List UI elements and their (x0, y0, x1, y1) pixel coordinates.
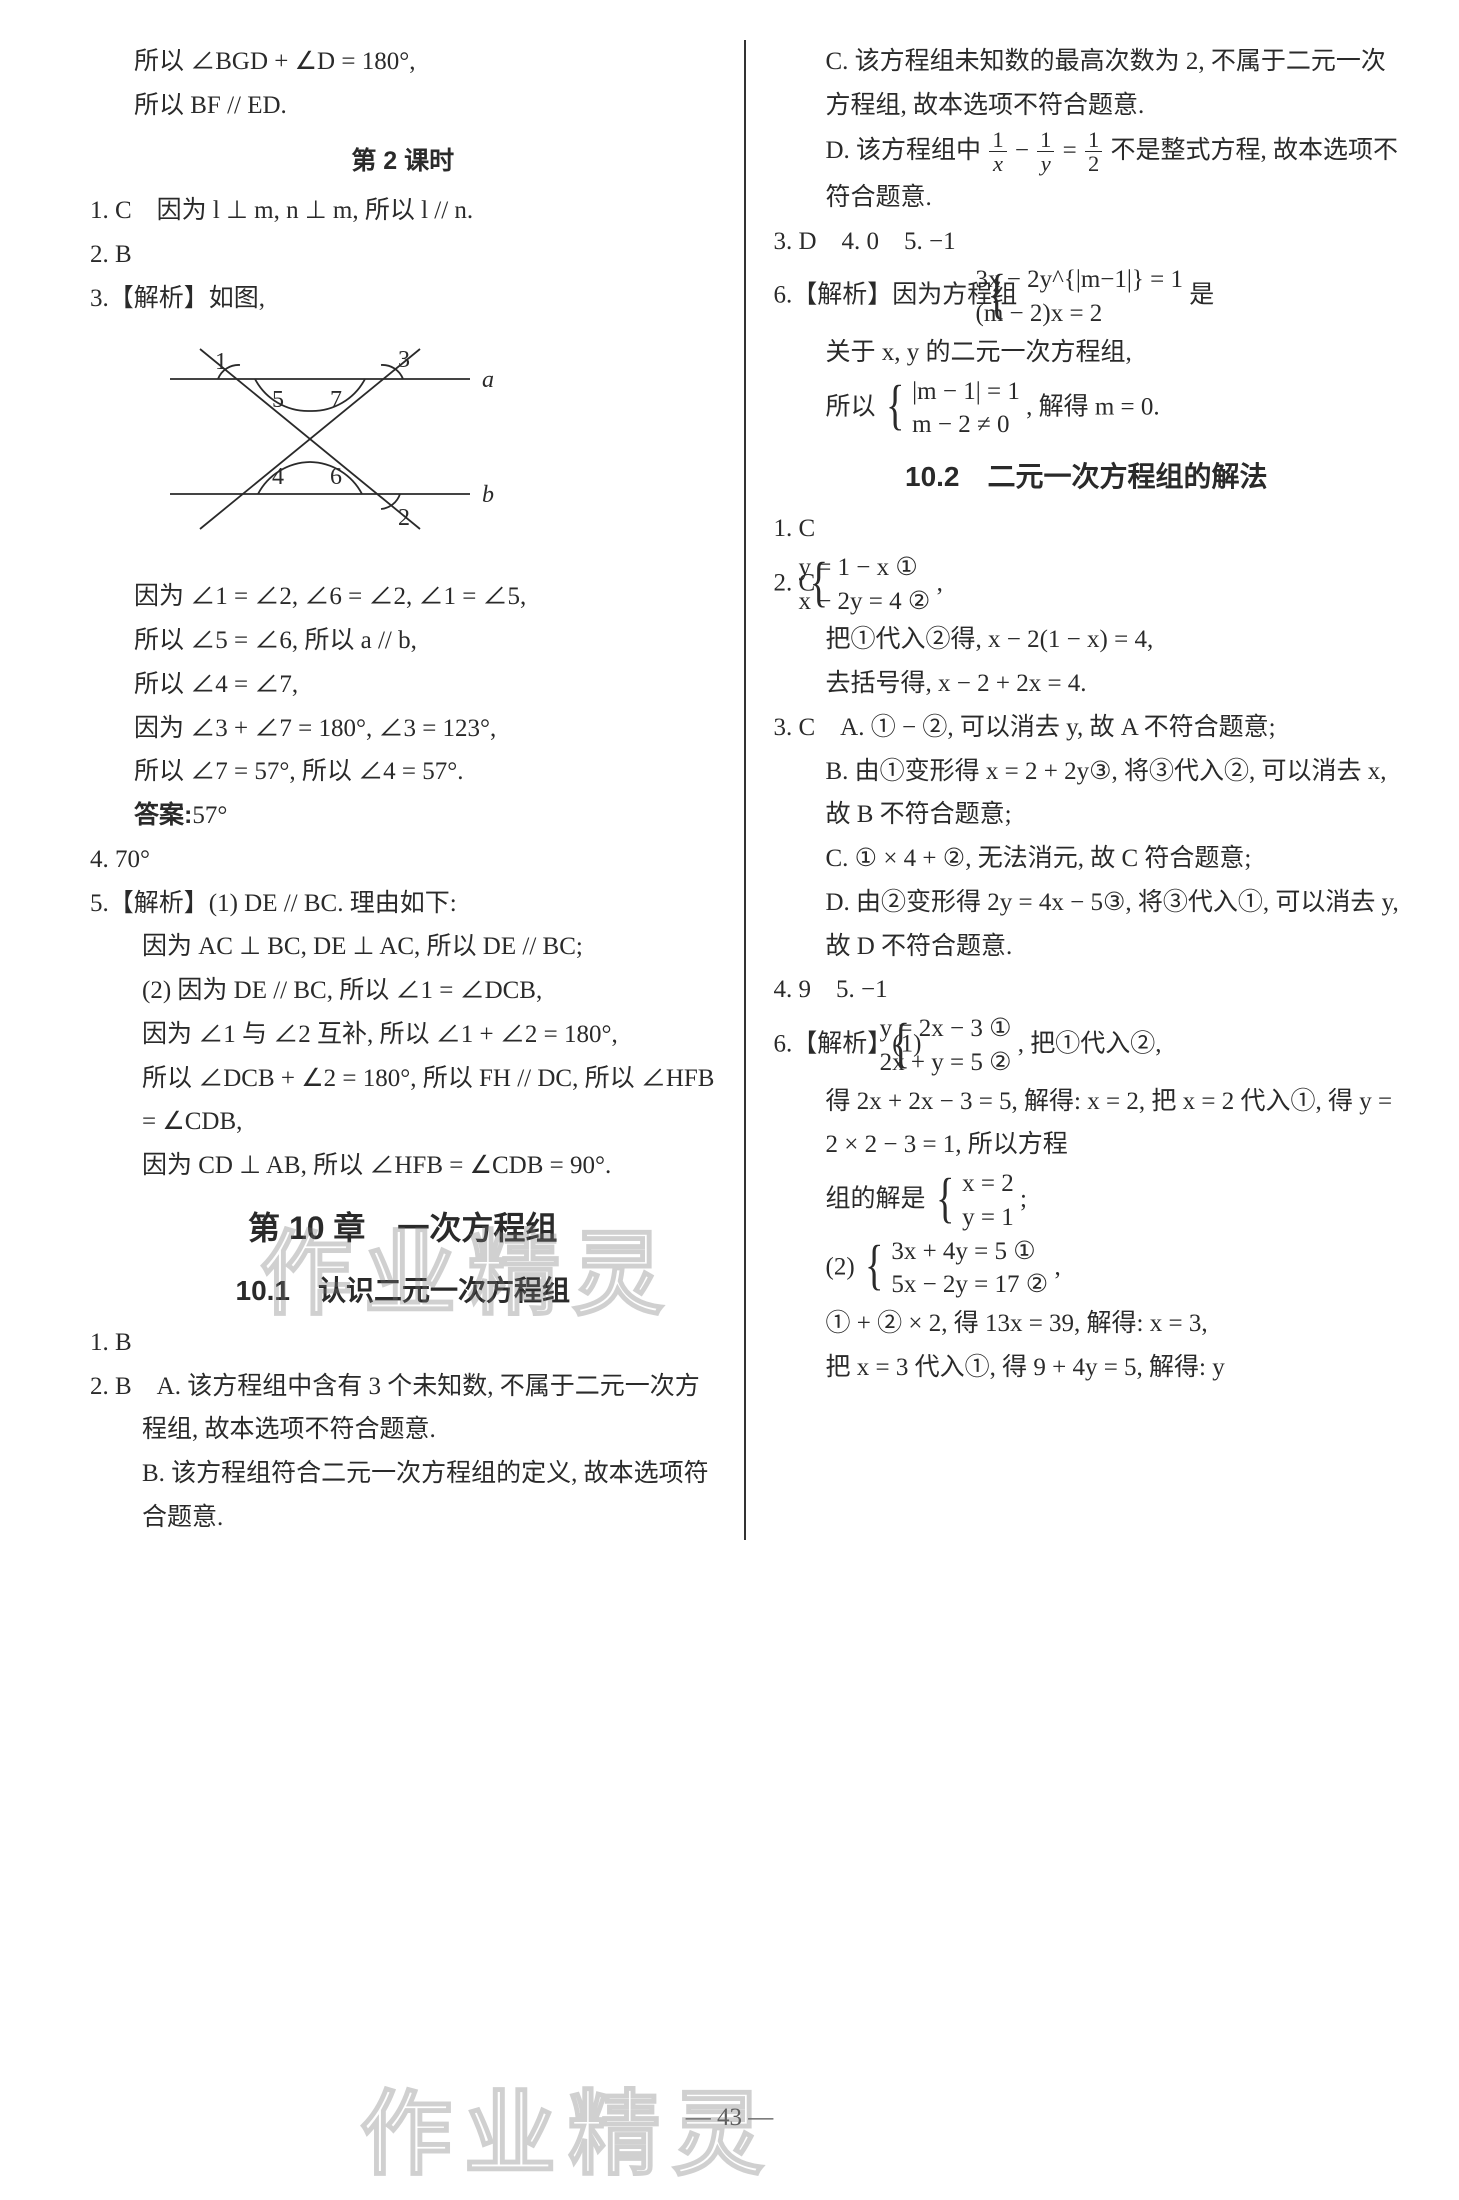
text: (2) (826, 1253, 861, 1280)
text-line: 所以 |m − 1| = 1 m − 2 ≠ 0 , 解得 m = 0. (774, 375, 1400, 443)
equation-system: 3x + 4y = 5 ① 5x − 2y = 17 ② (861, 1235, 1048, 1303)
svg-text:3: 3 (398, 347, 410, 373)
text: 是 (1189, 282, 1214, 309)
text-line: 所以 ∠5 = ∠6, 所以 a // b, (90, 619, 716, 663)
section-heading: 10.2 二元一次方程组的解法 (774, 452, 1400, 501)
text: , (937, 569, 943, 596)
question-6: 6.【解析】因为方程组 3x − 2y^{|m−1|} = 1 (m − 2)x… (774, 263, 1400, 331)
text-line: (2) 因为 DE // BC, 所以 ∠1 = ∠DCB, (90, 969, 716, 1013)
text: 所以 (826, 393, 882, 420)
text-line: B. 由①变形得 x = 2 + 2y③, 将③代入②, 可以消去 x, 故 B… (774, 750, 1400, 838)
text: D. 该方程组中 (826, 136, 988, 163)
column-divider (744, 40, 746, 1540)
text-line: C. ① × 4 + ②, 无法消元, 故 C 符合题意; (774, 837, 1400, 881)
equation-system: |m − 1| = 1 m − 2 ≠ 0 (882, 375, 1020, 443)
question-4: 4. 70° (90, 838, 716, 882)
left-column: 所以 ∠BGD + ∠D = 180°, 所以 BF // ED. 第 2 课时… (90, 40, 740, 1540)
question-2: 2. B (90, 233, 716, 277)
svg-text:a: a (482, 367, 494, 393)
text-line: (2) 3x + 4y = 5 ① 5x − 2y = 17 ② , (774, 1235, 1400, 1303)
text: 组的解是 (826, 1185, 932, 1212)
equation-system: y = 1 − x ① x − 2y = 4 ② (846, 551, 930, 619)
equation-system: 3x − 2y^{|m−1|} = 1 (m − 2)x = 2 (1024, 263, 1183, 331)
text-line: 因为 ∠1 与 ∠2 互补, 所以 ∠1 + ∠2 = 180°, (90, 1013, 716, 1057)
question-3: 3.【解析】如图, (90, 277, 716, 321)
text-line: 组的解是 x = 2 y = 1 ; (774, 1167, 1400, 1235)
chapter-heading: 第 10 章 一次方程组 (90, 1200, 716, 1256)
question-r1: 1. C (774, 507, 1400, 551)
svg-text:6: 6 (330, 464, 342, 490)
text: , 把①代入②, (1018, 1030, 1162, 1057)
equation-system: x = 2 y = 1 (932, 1167, 1014, 1235)
page: 所以 ∠BGD + ∠D = 180°, 所以 BF // ED. 第 2 课时… (0, 0, 1459, 1540)
text: , 解得 m = 0. (1026, 393, 1160, 420)
text-line: 所以 ∠BGD + ∠D = 180°, (90, 40, 716, 84)
answer-value: 57° (192, 802, 227, 829)
text-line: D. 该方程组中 1x − 1y = 12 不是整式方程, 故本选项不符合题意. (774, 128, 1400, 220)
text-line: 因为 AC ⊥ BC, DE ⊥ AC, 所以 DE // BC; (90, 925, 716, 969)
svg-text:7: 7 (330, 387, 342, 413)
text-line: 所以 BF // ED. (90, 84, 716, 128)
question-r3: 3. C A. ① − ②, 可以消去 y, 故 A 不符合题意; (774, 706, 1400, 750)
question-1b: 1. B (90, 1321, 716, 1365)
text-line: 因为 CD ⊥ AB, 所以 ∠HFB = ∠CDB = 90°. (90, 1144, 716, 1188)
text-line: 去括号得, x − 2 + 2x = 4. (774, 662, 1400, 706)
text-line: 所以 ∠7 = 57°, 所以 ∠4 = 57°. (90, 750, 716, 794)
fraction: 1y (1037, 128, 1054, 176)
svg-text:5: 5 (272, 387, 284, 413)
question-2b: 2. B A. 该方程组中含有 3 个未知数, 不属于二元一次方程组, 故本选项… (90, 1365, 716, 1453)
svg-text:1: 1 (215, 349, 227, 375)
svg-text:b: b (482, 482, 494, 508)
geometry-diagram: 1 3 5 7 a 4 6 2 b (160, 339, 716, 554)
right-column: C. 该方程组未知数的最高次数为 2, 不属于二元一次方程组, 故本选项不符合题… (750, 40, 1400, 1540)
text: , (1054, 1253, 1060, 1280)
answer-line: 答案:57° (90, 794, 716, 838)
text-line: D. 由②变形得 2y = 4x − 5③, 将③代入①, 可以消去 y, 故 … (774, 881, 1400, 969)
text-line: C. 该方程组未知数的最高次数为 2, 不属于二元一次方程组, 故本选项不符合题… (774, 40, 1400, 128)
fraction: 1x (989, 128, 1006, 176)
text-line: 把①代入②得, x − 2(1 − x) = 4, (774, 618, 1400, 662)
questions-3-4-5: 3. D 4. 0 5. −1 (774, 220, 1400, 264)
question-r6: 6.【解析】(1) y = 2x − 3 ① 2x + y = 5 ② , 把①… (774, 1012, 1400, 1080)
svg-text:2: 2 (398, 505, 410, 531)
text: ; (1020, 1185, 1027, 1212)
questions-r4-r5: 4. 9 5. −1 (774, 968, 1400, 1012)
svg-text:4: 4 (272, 464, 284, 490)
text-line: B. 该方程组符合二元一次方程组的定义, 故本选项符合题意. (90, 1452, 716, 1540)
text-line: 所以 ∠DCB + ∠2 = 180°, 所以 FH // DC, 所以 ∠HF… (90, 1057, 716, 1145)
question-1: 1. C 因为 l ⊥ m, n ⊥ m, 所以 l // n. (90, 189, 716, 233)
fraction: 12 (1085, 128, 1102, 176)
question-5: 5.【解析】(1) DE // BC. 理由如下: (90, 882, 716, 926)
text-line: 因为 ∠1 = ∠2, ∠6 = ∠2, ∠1 = ∠5, (90, 575, 716, 619)
page-number: — 43 — (0, 2104, 1459, 2132)
text-line: ① + ② × 2, 得 13x = 39, 解得: x = 3, (774, 1302, 1400, 1346)
question-r2: 2. C y = 1 − x ① x − 2y = 4 ② , (774, 551, 1400, 619)
text-line: 所以 ∠4 = ∠7, (90, 663, 716, 707)
text-line: 把 x = 3 代入①, 得 9 + 4y = 5, 解得: y (774, 1346, 1400, 1390)
text-line: 关于 x, y 的二元一次方程组, (774, 331, 1400, 375)
lesson-heading: 第 2 课时 (90, 140, 716, 184)
text-line: 得 2x + 2x − 3 = 5, 解得: x = 2, 把 x = 2 代入… (774, 1080, 1400, 1168)
answer-label: 答案: (134, 801, 192, 829)
section-heading: 10.1 认识二元一次方程组 (90, 1266, 716, 1315)
text-line: 因为 ∠3 + ∠7 = 180°, ∠3 = 123°, (90, 707, 716, 751)
equation-system: y = 2x − 3 ① 2x + y = 5 ② (928, 1012, 1012, 1080)
